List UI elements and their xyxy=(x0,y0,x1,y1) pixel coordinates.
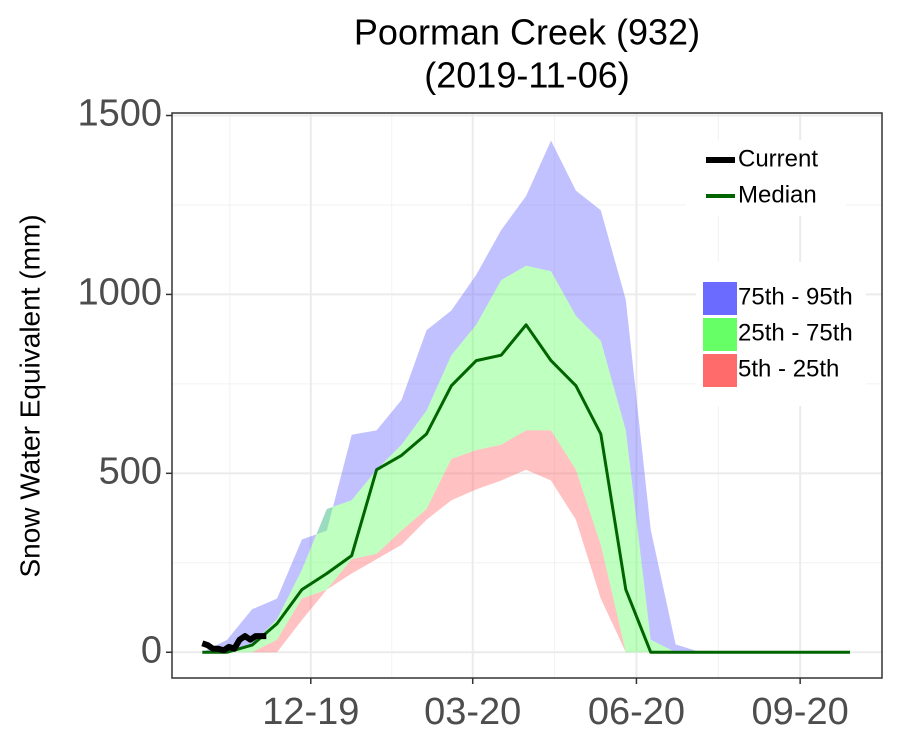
band-area xyxy=(202,140,851,653)
legend-label: 5th - 25th xyxy=(738,355,839,382)
band-area xyxy=(202,265,851,653)
y-tick-label: 1000 xyxy=(77,271,162,313)
legend-box xyxy=(686,140,846,216)
x-tick-label: 06-20 xyxy=(588,691,685,733)
chart-title: Poorman Creek (932) xyxy=(354,12,700,53)
legend-key xyxy=(703,282,737,315)
legend-label: Median xyxy=(738,181,817,208)
legend-key xyxy=(703,354,737,387)
chart-subtitle: (2019-11-06) xyxy=(424,55,629,96)
series-line xyxy=(201,633,267,654)
x-tick-label: 03-20 xyxy=(424,691,521,733)
y-tick-label: 500 xyxy=(99,450,162,492)
panel-border xyxy=(171,112,883,679)
x-tick-label: 12-19 xyxy=(262,691,359,733)
legend-label: 75th - 95th xyxy=(738,283,853,310)
x-tick-label: 09-20 xyxy=(752,691,849,733)
series-line xyxy=(202,323,850,654)
y-tick-label: 1500 xyxy=(77,93,162,135)
legend-label: 25th - 75th xyxy=(738,319,853,346)
legend-label: Current xyxy=(738,145,818,172)
y-axis-label: Snow Water Equivalent (mm) xyxy=(14,214,45,577)
legend-key xyxy=(703,318,737,351)
y-tick-label: 0 xyxy=(141,629,162,671)
